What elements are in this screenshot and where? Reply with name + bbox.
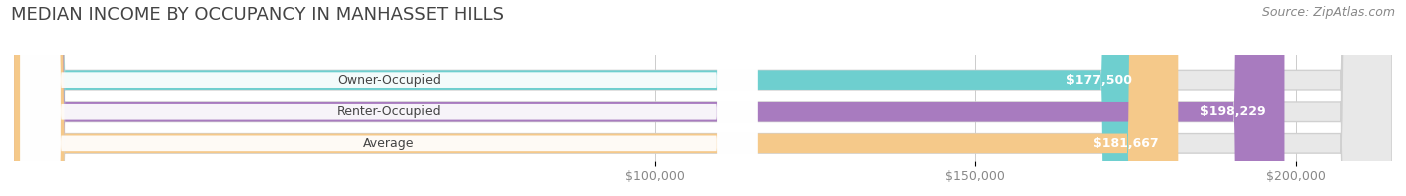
Text: Average: Average bbox=[363, 137, 415, 150]
FancyBboxPatch shape bbox=[14, 0, 1152, 196]
FancyBboxPatch shape bbox=[21, 0, 758, 196]
FancyBboxPatch shape bbox=[14, 0, 1178, 196]
Text: $181,667: $181,667 bbox=[1094, 137, 1159, 150]
FancyBboxPatch shape bbox=[14, 0, 1392, 196]
FancyBboxPatch shape bbox=[14, 0, 1392, 196]
Text: Renter-Occupied: Renter-Occupied bbox=[336, 105, 441, 118]
FancyBboxPatch shape bbox=[14, 0, 1392, 196]
FancyBboxPatch shape bbox=[21, 0, 758, 196]
FancyBboxPatch shape bbox=[14, 0, 1285, 196]
Text: MEDIAN INCOME BY OCCUPANCY IN MANHASSET HILLS: MEDIAN INCOME BY OCCUPANCY IN MANHASSET … bbox=[11, 6, 505, 24]
Text: $177,500: $177,500 bbox=[1066, 74, 1132, 87]
Text: $198,229: $198,229 bbox=[1199, 105, 1265, 118]
FancyBboxPatch shape bbox=[21, 0, 758, 196]
Text: Owner-Occupied: Owner-Occupied bbox=[337, 74, 441, 87]
Text: Source: ZipAtlas.com: Source: ZipAtlas.com bbox=[1261, 6, 1395, 19]
